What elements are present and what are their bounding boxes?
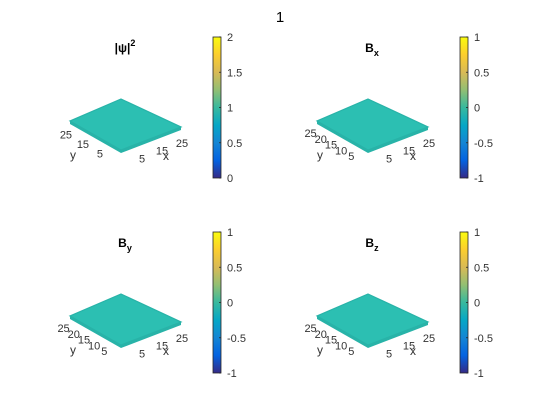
colorbar-tick-label: -1 [474, 173, 484, 185]
panel-bz: Bz 5 15 25 25 20 15 10 5 x y 1 0.5 0 -0.5 -1 [247, 215, 527, 415]
colorbar-tick-label: 0.5 [474, 262, 489, 274]
x-tick-label: 5 [386, 153, 392, 165]
x-axis-label: x [410, 344, 416, 358]
surface-plane [68, 293, 183, 346]
surface-plane [68, 98, 183, 151]
colorbar-tick-label: 0 [227, 298, 233, 310]
x-tick-label: 15 [403, 146, 415, 158]
y-tick-label: 5 [348, 346, 354, 358]
y-tick-label: 15 [325, 140, 337, 152]
colorbar-tick-label: 0 [227, 173, 233, 185]
plot-title: Bx [365, 41, 379, 58]
surface-plane [315, 98, 430, 151]
y-tick-label: 15 [325, 335, 337, 347]
x-axis-label: x [163, 149, 169, 163]
y-tick-label: 5 [97, 149, 103, 161]
panel-psi-squared: |ψ|2 5 15 25 25 15 5 x y 2 1.5 1 0.5 0 [0, 20, 280, 220]
x-tick-label: 5 [139, 348, 145, 360]
y-tick-label: 25 [57, 323, 69, 335]
x-tick-label: 15 [156, 146, 168, 158]
x-tick-label: 25 [423, 138, 435, 150]
colorbar-tick-label: 0.5 [474, 67, 489, 79]
plot-title: By [118, 236, 132, 253]
panel-bx: Bx 5 15 25 25 20 15 10 5 x y 1 0.5 0 -0.5 -1 [247, 20, 527, 220]
x-tick-label: 25 [176, 138, 188, 150]
colorbar-tick-label: 0.5 [227, 262, 242, 274]
surface-plane [315, 293, 430, 346]
x-tick-label: 5 [139, 153, 145, 165]
x-tick-label: 25 [423, 333, 435, 345]
colorbar-tick-label: 1.5 [227, 67, 242, 79]
y-tick-label: 10 [88, 340, 100, 352]
y-tick-label: 20 [315, 134, 327, 146]
colorbar-tick-label: 1 [474, 227, 480, 239]
x-tick-label: 15 [403, 341, 415, 353]
colorbar-tick-label: 0 [474, 103, 480, 115]
y-tick-label: 10 [335, 145, 347, 157]
panel-by: By 5 15 25 25 20 15 10 5 x y 1 0.5 0 -0.5 -1 [0, 215, 280, 415]
y-tick-label: 25 [60, 129, 72, 141]
x-tick-label: 5 [386, 348, 392, 360]
panel-svg: |ψ|2 5 15 25 25 15 5 x y 2 1.5 1 0.5 0 [60, 32, 242, 185]
y-axis-label: y [70, 148, 76, 162]
figure-title: 1 [275, 9, 285, 26]
x-axis-label: x [163, 344, 169, 358]
y-axis-label: y [317, 343, 323, 357]
y-tick-label: 20 [68, 329, 80, 341]
colorbar-tick-label: -0.5 [474, 138, 493, 150]
y-tick-label: 10 [335, 340, 347, 352]
colorbar-tick-label: 1 [474, 32, 480, 44]
colorbar-tick-label: -0.5 [227, 333, 246, 345]
colorbar-tick-label: 1 [227, 103, 233, 115]
y-tick-label: 5 [101, 346, 107, 358]
y-axis-label: y [317, 148, 323, 162]
colorbar-tick-label: -0.5 [474, 333, 493, 345]
y-tick-label: 25 [304, 323, 316, 335]
y-tick-label: 25 [304, 128, 316, 140]
colorbar-tick-label: 0 [474, 298, 480, 310]
plot-title: |ψ|2 [115, 38, 136, 55]
colorbar-tick-label: 1 [227, 227, 233, 239]
y-tick-label: 5 [348, 151, 354, 163]
colorbar-tick-label: 2 [227, 32, 233, 44]
colorbar-tick-label: -1 [227, 368, 237, 380]
plot-title: Bz [365, 236, 379, 253]
y-axis-label: y [70, 343, 76, 357]
y-tick-label: 20 [315, 329, 327, 341]
x-axis-label: x [410, 149, 416, 163]
x-tick-label: 25 [176, 333, 188, 345]
y-tick-label: 15 [78, 335, 90, 347]
colorbar-tick-label: 0.5 [227, 138, 242, 150]
y-tick-label: 15 [77, 139, 89, 151]
x-tick-label: 15 [156, 341, 168, 353]
colorbar-tick-label: -1 [474, 368, 484, 380]
